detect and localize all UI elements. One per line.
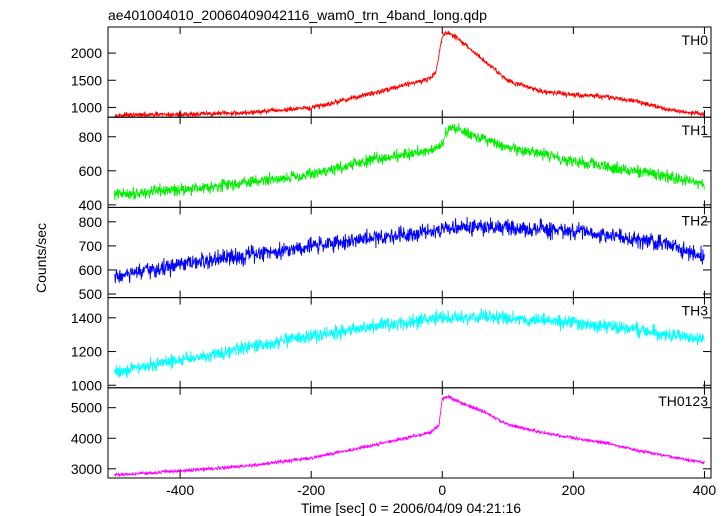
panel-frame (107, 206, 712, 299)
panel-label: TH3 (682, 303, 709, 319)
y-tick-label: 600 (79, 163, 103, 179)
y-tick-label: 2000 (71, 45, 102, 61)
y-tick-label: 1400 (71, 310, 102, 326)
series-line-th1 (114, 123, 705, 201)
panel-frame (107, 387, 712, 479)
panel-frame (107, 297, 712, 389)
x-tick-label: 400 (693, 482, 717, 498)
y-tick-label: 4000 (71, 430, 102, 446)
panel-th0123: 3000 4000 5000 TH0123 (71, 387, 712, 479)
panel-label: TH0123 (658, 393, 708, 409)
y-tick-label: 800 (79, 129, 103, 145)
series-line-th0123 (114, 394, 705, 478)
y-tick-label: 700 (79, 238, 103, 254)
series-line-th3 (114, 308, 705, 378)
panel-frame (107, 116, 712, 208)
panel-label: TH0 (682, 32, 709, 48)
y-tick-label: 400 (79, 197, 103, 213)
panel-th1: 400 600 800 TH1 (79, 116, 712, 213)
x-tick-label: 200 (562, 482, 586, 498)
panel-frame (107, 26, 712, 118)
y-tick-label: 800 (79, 214, 103, 230)
y-tick-label: 1000 (71, 99, 102, 115)
y-tick-label: 1200 (71, 344, 102, 360)
y-tick-label: 1500 (71, 72, 102, 88)
panel-th3: 1000 1200 1400 TH3 (71, 297, 712, 393)
x-tick-label: 0 (438, 482, 446, 498)
series-line-th2 (114, 216, 705, 284)
panel-th2: 500 600 700 800 TH2 (79, 206, 712, 302)
y-axis-label: Counts/sec (33, 223, 49, 293)
y-tick-label: 600 (79, 262, 103, 278)
y-tick-label: 1000 (71, 377, 102, 393)
y-tick-label: 500 (79, 286, 103, 302)
panel-label: TH2 (682, 212, 709, 228)
y-tick-label: 3000 (71, 461, 102, 477)
panel-th0: 1000 1500 2000 TH0 (71, 26, 712, 118)
panel-label: TH1 (682, 122, 709, 138)
x-tick-label: -200 (297, 482, 325, 498)
x-tick-label: -400 (166, 482, 194, 498)
series-line-th0 (114, 30, 705, 118)
y-tick-label: 5000 (71, 400, 102, 416)
chart-title: ae401004010_20060409042116_wam0_trn_4ban… (108, 7, 487, 23)
x-axis-label: Time [sec] 0 = 2006/04/09 04:21:16 (301, 500, 521, 516)
